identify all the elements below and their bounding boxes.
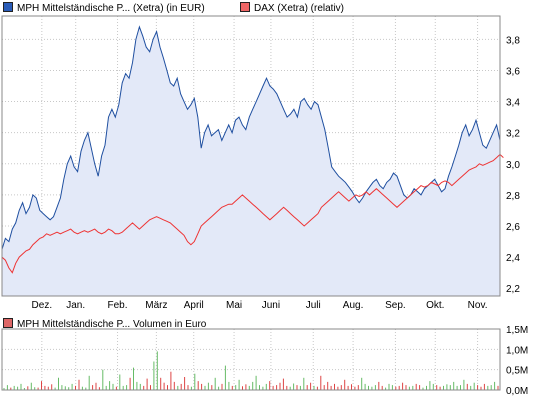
volume-y-tick-label: 0,5M: [506, 366, 528, 377]
volume-bars: [3, 351, 499, 390]
x-tick-label: Mai: [226, 300, 242, 311]
y-tick-label: 3,0: [506, 160, 520, 171]
volume-frame: [1, 328, 501, 391]
volume-y-tick-label: 1,5M: [506, 325, 528, 336]
x-tick-label: Jan.: [66, 300, 85, 311]
legend-item-volume: MPH Mittelständische P... Volumen in Eur…: [3, 318, 206, 331]
plot-border: [1, 15, 501, 297]
x-tick-label: Feb.: [108, 300, 128, 311]
volume-y-tick-label: 0,0M: [506, 386, 528, 397]
y-tick-label: 2,4: [506, 253, 520, 264]
x-tick-label: Okt.: [426, 300, 444, 311]
volume-y-tick-label: 1,0M: [506, 345, 528, 356]
y-tick-label: 3,2: [506, 129, 520, 140]
legend-item-series1: MPH Mittelständische P... (Xetra) (in EU…: [3, 2, 205, 16]
volume-grid: [2, 328, 500, 391]
x-tick-label: Juli: [306, 300, 321, 311]
y-tick-label: 2,6: [506, 222, 520, 233]
y-tick-label: 3,8: [506, 35, 520, 46]
x-tick-label: März: [145, 300, 167, 311]
legend-item-series2: DAX (Xetra) (relativ): [240, 2, 344, 16]
y-tick-label: 2,8: [506, 191, 520, 202]
series-line-dax: [1, 153, 504, 274]
y-tick-label: 2,2: [506, 284, 520, 295]
x-tick-label: Aug.: [343, 300, 364, 311]
x-tick-label: Dez.: [32, 300, 53, 311]
legend-swatch-series1: [3, 2, 13, 12]
chart-frame: [1, 15, 501, 297]
x-tick-label: April: [184, 300, 204, 311]
legend-label-volume: MPH Mittelständische P... Volumen in Eur…: [17, 319, 207, 330]
series-area: [1, 25, 504, 297]
x-tick-label: Sep.: [385, 300, 406, 311]
x-tick-label: Juni: [262, 300, 280, 311]
y-tick-label: 3,6: [506, 66, 520, 77]
x-tick-label: Nov.: [468, 300, 488, 311]
legend-label-series2: DAX (Xetra) (relativ): [254, 3, 345, 14]
series-area-fill: [2, 26, 500, 297]
volume-plot-border: [1, 328, 501, 391]
legend-swatch-series2: [240, 2, 250, 12]
axes: 2,2 2,4 2,6 2,8 3,0 3,2 3,4 3,6 3,8 Dez. Jan. Feb. M…: [32, 35, 521, 311]
legend-swatch-volume: [3, 318, 13, 328]
volume-axis: 0,0M 0,5M 1,0M 1,5M: [506, 325, 528, 397]
legend-label-series1: MPH Mittelständische P... (Xetra) (in EU…: [17, 3, 205, 14]
series-line-mph: [1, 25, 501, 250]
y-tick-label: 3,4: [506, 98, 520, 109]
